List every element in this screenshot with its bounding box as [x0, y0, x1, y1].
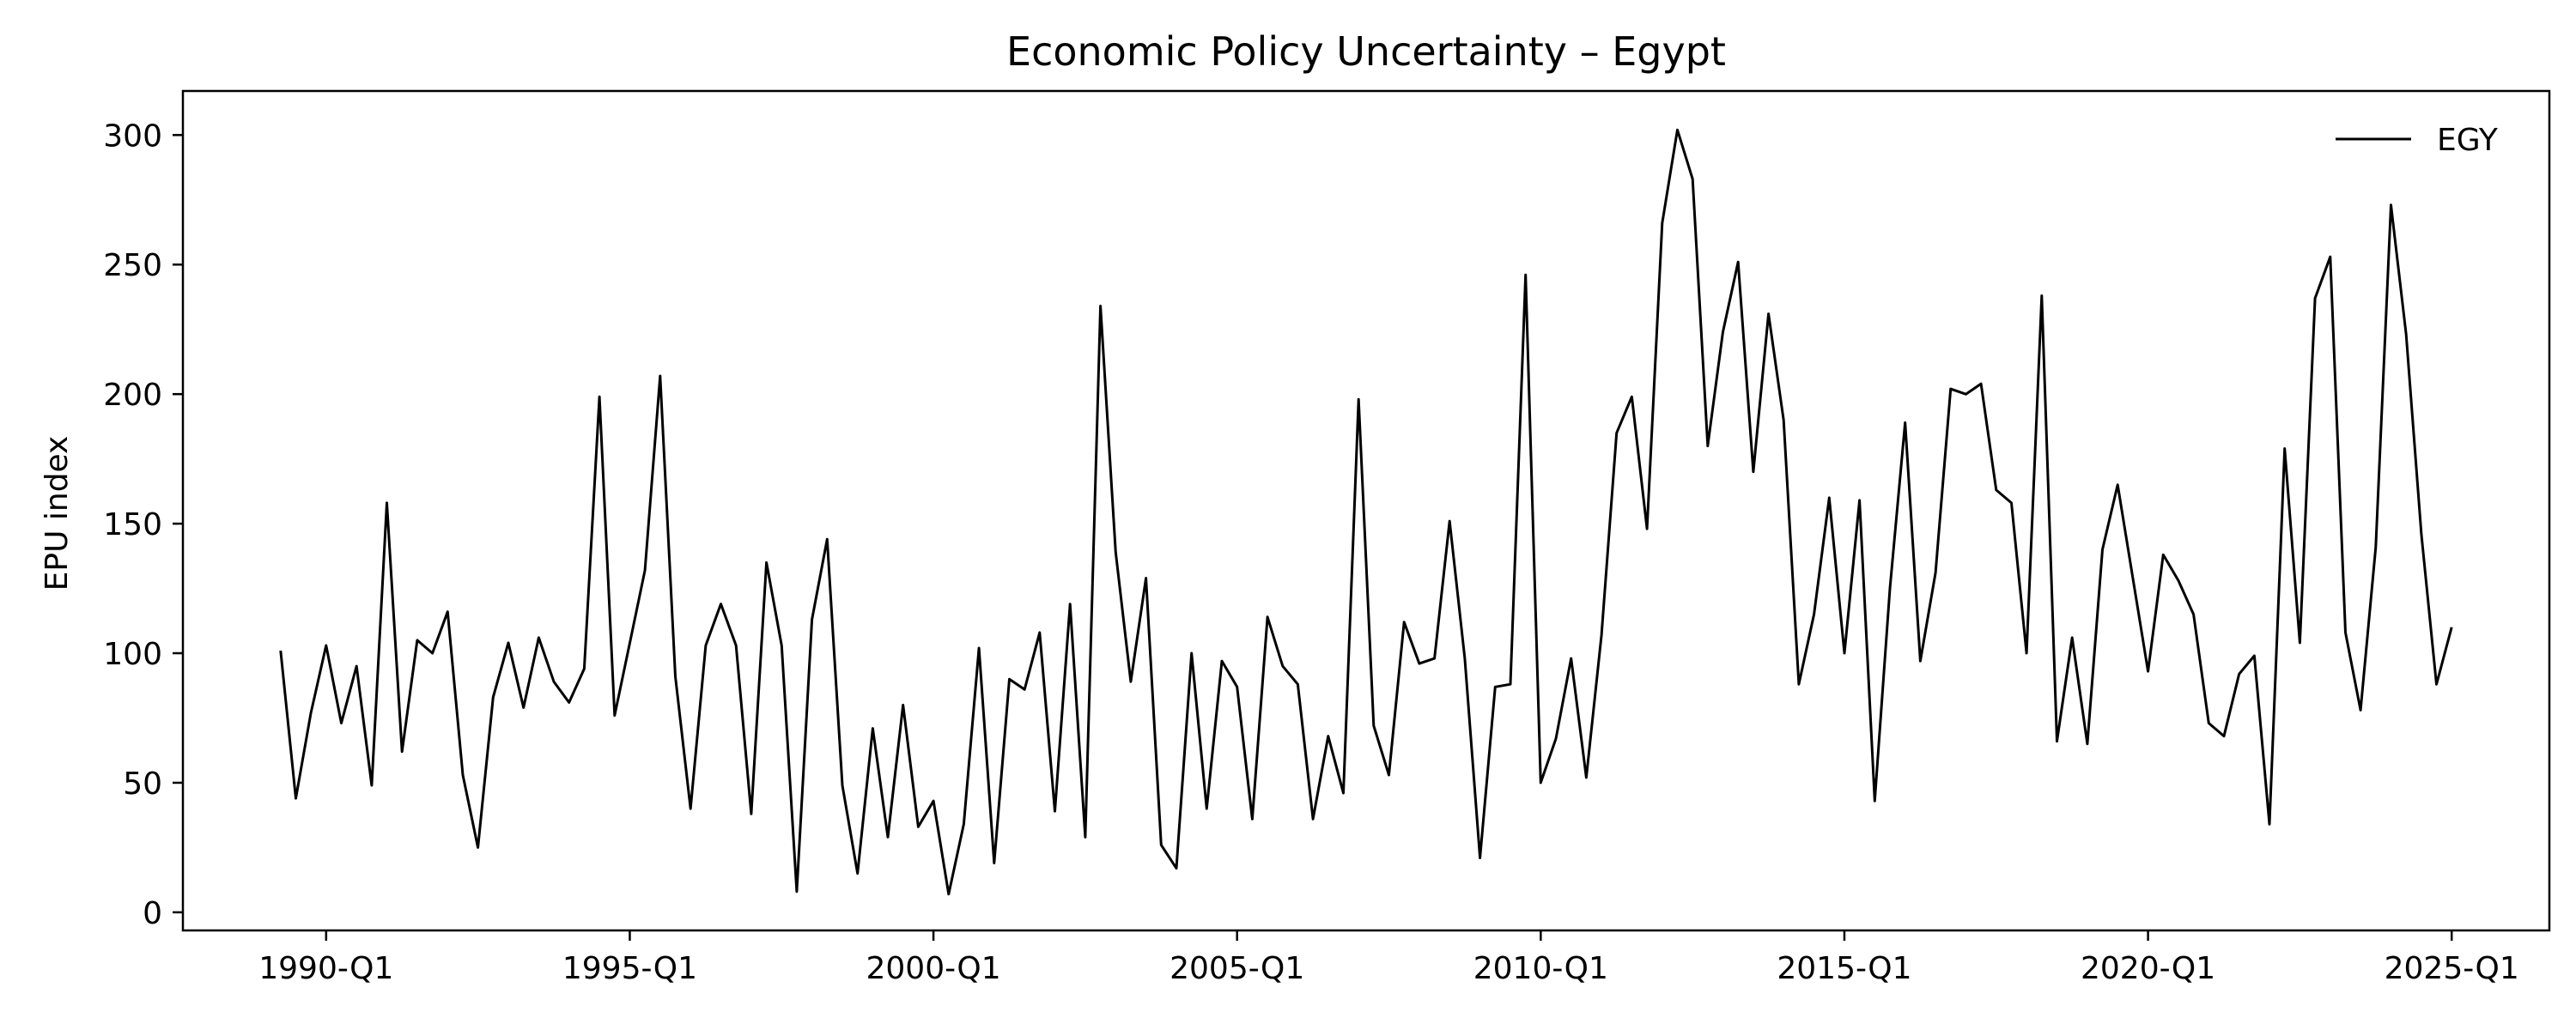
y-tick-label: 250 [103, 248, 162, 283]
y-tick-label: 100 [103, 637, 162, 672]
x-tick-label: 2005-Q1 [1170, 951, 1304, 986]
series-line-egy [279, 128, 2453, 896]
y-tick-label: 50 [123, 766, 162, 802]
x-tick-label: 2010-Q1 [1473, 951, 1608, 986]
legend-label-egy: EGY [2437, 123, 2499, 158]
y-axis-title: EPU index [39, 436, 75, 591]
x-tick-label: 2025-Q1 [2385, 951, 2519, 986]
y-tick-label: 150 [103, 507, 162, 542]
x-tick-label: 2020-Q1 [2081, 951, 2215, 986]
x-tick-label: 1995-Q1 [562, 951, 697, 986]
y-axis-ticks: 0 50 100 150 200 250 300 [103, 118, 183, 931]
chart-title: Economic Policy Uncertainty – Egypt [1006, 28, 1726, 75]
x-axis-ticks: 1990-Q1 1995-Q1 2000-Q1 2005-Q1 2010-Q1 2015-… [258, 930, 2519, 986]
x-tick-label: 2000-Q1 [866, 951, 1000, 986]
y-tick-label: 0 [143, 896, 162, 931]
y-tick-label: 200 [103, 378, 162, 413]
legend: EGY [2336, 123, 2499, 158]
x-tick-label: 2015-Q1 [1777, 951, 1911, 986]
plot-frame [181, 89, 2551, 932]
x-tick-label: 1990-Q1 [258, 951, 393, 986]
y-tick-label: 300 [103, 118, 162, 154]
